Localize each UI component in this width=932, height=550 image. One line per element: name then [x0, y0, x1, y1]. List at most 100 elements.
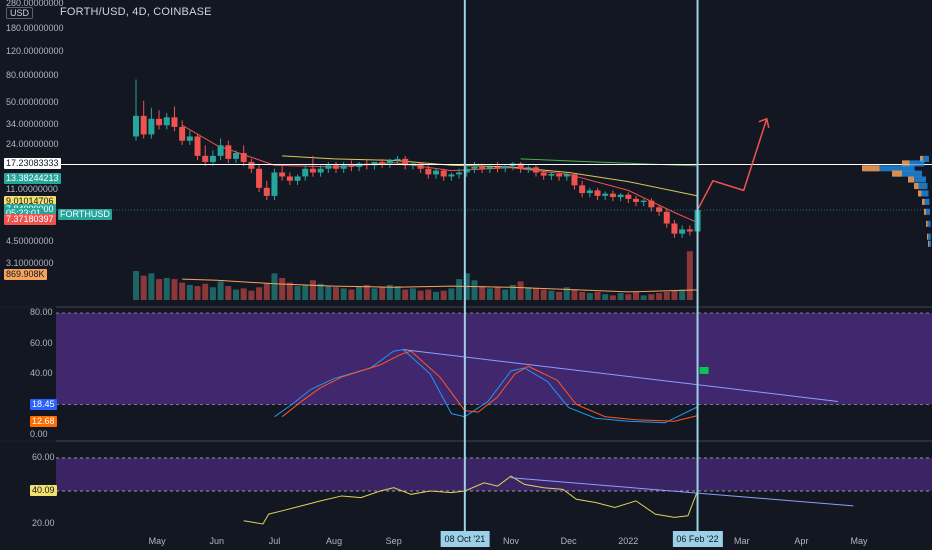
time-axis-label: Sep [385, 536, 402, 546]
price-axis-label: 34.00000000 [6, 119, 59, 130]
volume-bar [240, 288, 247, 300]
candle-body [186, 136, 193, 141]
oscillator-trendline [510, 477, 854, 507]
volume-bar [209, 287, 216, 300]
volume-profile-down [908, 176, 914, 183]
price-axis-label: 24.00000000 [6, 139, 59, 150]
volume-bar [509, 284, 516, 300]
candle-body [586, 190, 593, 194]
volume-bar [402, 289, 409, 300]
candle-body [563, 174, 570, 177]
volume-bar [556, 291, 563, 300]
candle-body [340, 165, 347, 169]
volume-bar [625, 294, 632, 300]
volume-bar [225, 286, 232, 300]
volume-bar [386, 284, 393, 300]
volume-bar [471, 280, 478, 300]
time-marker-badge: 06 Feb '22 [672, 531, 723, 547]
price-badge: 9.01014706 [4, 195, 56, 207]
ma-slow-line [282, 155, 698, 197]
candle-body [194, 136, 201, 156]
candle-body [202, 155, 209, 162]
candle-body [525, 167, 532, 169]
time-axis-label: Aug [326, 536, 343, 546]
volume-ma-line [182, 278, 698, 293]
volume-bar [648, 294, 655, 300]
volume-bar [325, 286, 332, 300]
volume-profile-up [921, 190, 929, 197]
candle-body [356, 163, 363, 167]
candle-body [156, 118, 163, 126]
volume-profile-down [862, 165, 880, 172]
price-badge: 05:23:01 [4, 208, 44, 220]
volume-bar [656, 293, 663, 300]
volume-profile-down [892, 170, 902, 177]
volume-bar [309, 280, 316, 300]
rsi-marker [699, 366, 709, 374]
candle-body [433, 170, 439, 175]
candle-body [463, 168, 470, 173]
candle-body [348, 165, 355, 167]
candle-body [548, 174, 555, 176]
volume-profile-down [918, 190, 922, 197]
volume-bar [333, 287, 339, 300]
candle-body [233, 153, 239, 159]
volume-bar [179, 282, 186, 300]
volume-bar [579, 291, 586, 300]
candle-body [517, 163, 524, 169]
candle-body [540, 172, 547, 176]
volume-bar [156, 279, 163, 300]
candle-body [171, 117, 178, 127]
candle-body [333, 165, 339, 169]
candle-body [217, 145, 224, 156]
time-axis-label: May [148, 536, 166, 546]
candle-body [425, 168, 432, 175]
candle-body [256, 168, 263, 188]
volume-bar [494, 287, 501, 300]
volume-bar [363, 284, 370, 300]
volume-bar [348, 289, 355, 300]
volume-bar [571, 289, 578, 300]
candle-body [594, 190, 601, 196]
time-axis-label: Jul [268, 536, 281, 546]
candle-body [686, 229, 693, 232]
candle-body [494, 166, 501, 169]
candle-body [402, 158, 409, 166]
candle-body [133, 115, 139, 137]
volume-bar [433, 291, 439, 300]
volume-profile-up [918, 183, 928, 190]
candle-body [671, 223, 678, 234]
candle-body [440, 170, 447, 177]
volume-profile-down [928, 240, 929, 247]
volume-profile-up [914, 176, 926, 183]
price-axis-label: 120.00000000 [6, 46, 64, 57]
volume-bar [540, 289, 547, 300]
candle-body [225, 145, 232, 159]
volume-bar [163, 277, 170, 300]
volume-bar [186, 284, 193, 300]
candle-body [317, 168, 324, 173]
volume-profile-up [923, 155, 929, 162]
volume-profile-down [922, 198, 925, 205]
volume-bar [233, 289, 239, 300]
volume-bar [586, 293, 593, 300]
candle-body [263, 187, 270, 196]
volume-bar [256, 287, 263, 300]
price-axis-label: 280.00000000 [6, 0, 64, 8]
volume-profile-down [924, 208, 926, 215]
candle-body [471, 166, 478, 169]
candle-body [294, 176, 301, 181]
volume-bar [594, 291, 601, 300]
candle-body [417, 163, 424, 169]
candle-body [571, 174, 578, 186]
rsi-band [56, 313, 932, 405]
volume-bar [302, 284, 309, 300]
price-badge: 869.908K [4, 268, 47, 280]
volume-profile-up [924, 198, 930, 205]
volume-profile-up [909, 160, 925, 167]
candle-body [533, 167, 539, 173]
oscillator-line [243, 475, 699, 525]
currency-selector[interactable]: USD [6, 7, 34, 19]
time-axis-label: Dec [560, 536, 577, 546]
